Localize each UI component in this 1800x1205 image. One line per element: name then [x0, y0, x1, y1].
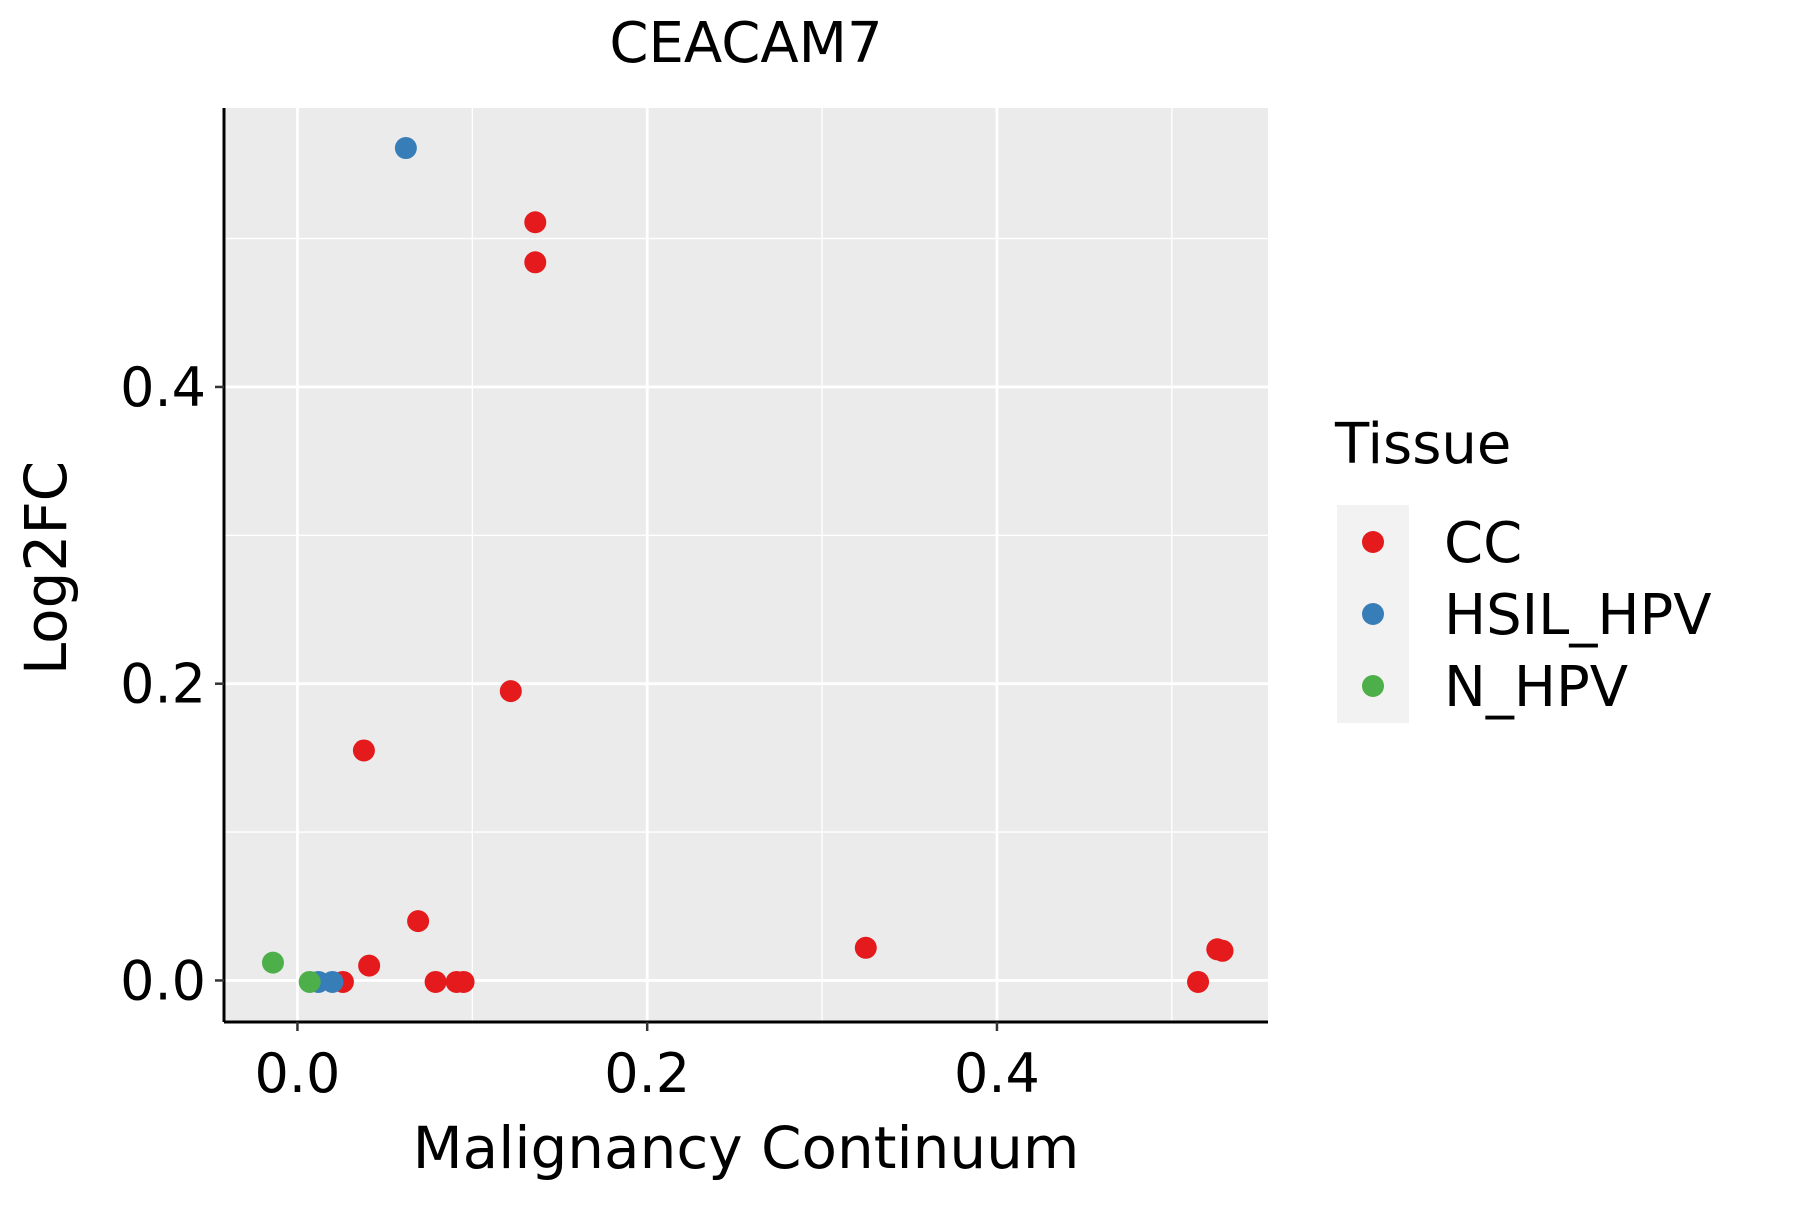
point-cc — [524, 251, 547, 274]
legend-items: CC HSIL_HPV N_HPV — [1362, 511, 1712, 720]
legend-label-hsil-hpv: HSIL_HPV — [1444, 583, 1712, 648]
x-tick-label: 0.0 — [255, 1042, 341, 1105]
legend-label-n-hpv: N_HPV — [1444, 655, 1628, 720]
legend: Tissue CC HSIL_HPV N_HPV — [1334, 412, 1712, 723]
legend-title: Tissue — [1334, 412, 1511, 477]
point-cc — [358, 954, 381, 977]
x-tick-label: 0.4 — [954, 1042, 1040, 1105]
y-tick-label: 0.0 — [120, 949, 206, 1012]
x-axis-title: Malignancy Continuum — [413, 1114, 1080, 1182]
point-cc — [424, 970, 447, 993]
plot-panel — [224, 108, 1268, 1022]
point-cc — [1211, 939, 1234, 962]
point-cc — [524, 211, 547, 234]
legend-key-cc — [1362, 531, 1384, 553]
data-points — [261, 137, 1234, 993]
point-cc — [407, 910, 430, 933]
x-axis-ticks: 0.0 0.2 0.4 — [255, 1022, 1040, 1105]
point-n-hpv — [298, 970, 321, 993]
legend-label-cc: CC — [1444, 511, 1522, 576]
point-cc — [352, 739, 375, 762]
point-hsil-hpv — [321, 970, 344, 993]
major-gridlines — [224, 108, 1268, 1022]
y-tick-label: 0.4 — [120, 356, 206, 419]
minor-gridlines — [224, 108, 1268, 1022]
x-tick-label: 0.2 — [604, 1042, 690, 1105]
y-axis-title: Log2FC — [12, 461, 80, 675]
chart-title: CEACAM7 — [609, 11, 882, 76]
point-cc — [854, 936, 877, 959]
y-tick-label: 0.2 — [120, 653, 206, 716]
legend-key-hsil-hpv — [1362, 603, 1384, 625]
point-cc — [499, 680, 522, 703]
y-axis-ticks: 0.0 0.2 0.4 — [120, 356, 224, 1012]
point-cc — [1187, 970, 1210, 993]
point-n-hpv — [261, 951, 284, 974]
point-hsil-hpv — [394, 137, 417, 160]
legend-key-n-hpv — [1362, 675, 1384, 697]
point-cc — [452, 970, 475, 993]
